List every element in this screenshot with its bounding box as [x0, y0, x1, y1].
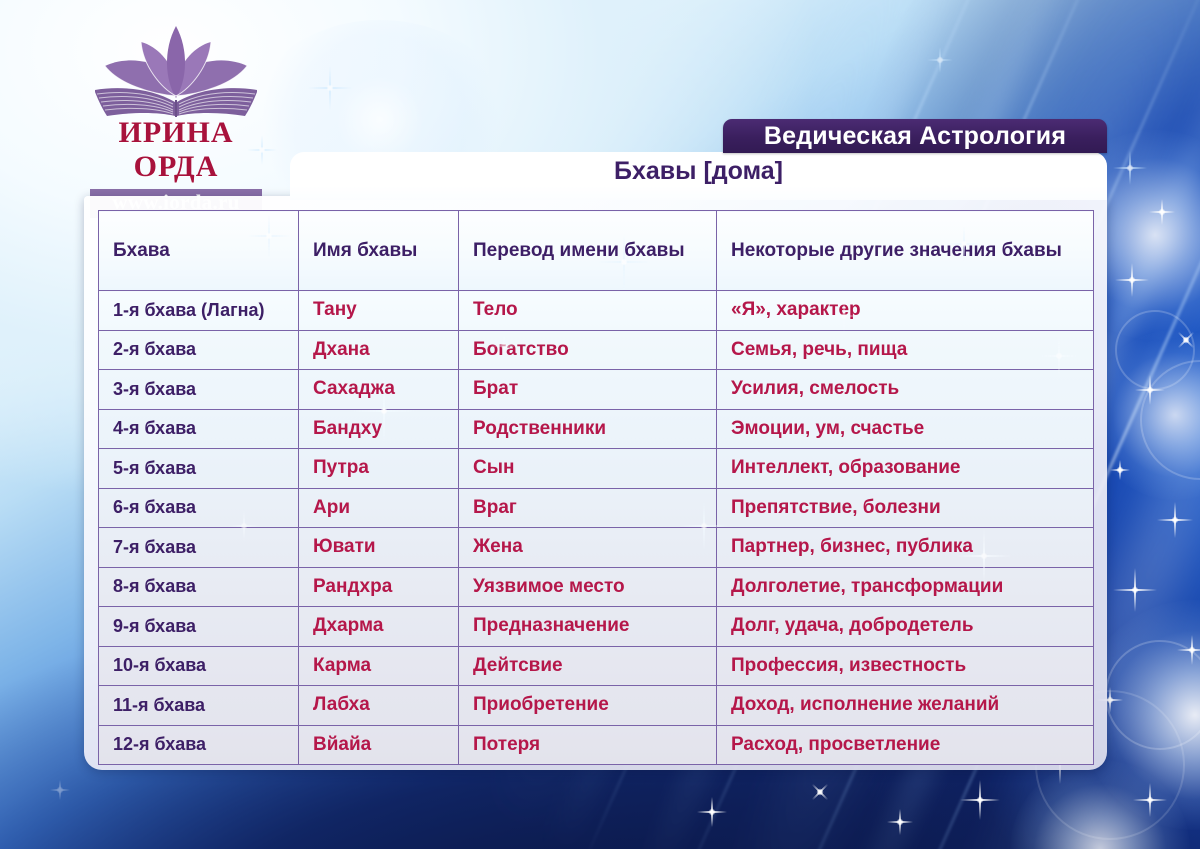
cell-bhava: 8-я бхава: [98, 566, 299, 607]
table-row: 11-я бхава Лабха Приобретение Доход, исп…: [98, 685, 1094, 726]
table-row: 12-я бхава Вйайа Потеря Расход, просветл…: [98, 724, 1094, 765]
cell-translation: Уязвимое место: [458, 566, 717, 607]
cell-name: Дхарма: [298, 606, 459, 647]
cell-name: Карма: [298, 645, 459, 686]
column-header-translation: Перевод имени бхавы: [458, 210, 717, 291]
brand-name: ИРИНА ОРДА: [118, 116, 234, 183]
cell-name: Бандху: [298, 408, 459, 449]
cell-name: Рандхра: [298, 566, 459, 607]
table-row: 2-я бхава Дхана Богатство Семья, речь, п…: [98, 329, 1094, 370]
cell-bhava: 1-я бхава (Лагна): [98, 290, 299, 331]
table-row: 9-я бхава Дхарма Предназначение Долг, уд…: [98, 606, 1094, 647]
table-body: 1-я бхава (Лагна) Тану Тело «Я», характе…: [98, 290, 1094, 765]
cell-meanings: Интеллект, образование: [716, 448, 1094, 489]
cell-meanings: Расход, просветление: [716, 724, 1094, 765]
sparkle-icon: [1097, 687, 1123, 713]
column-header-name: Имя бхавы: [298, 210, 459, 291]
table-row: 10-я бхава Карма Дейтсвие Профессия, изв…: [98, 645, 1094, 686]
cell-name: Вйайа: [298, 724, 459, 765]
table-row: 3-я бхава Сахаджа Брат Усилия, смелость: [98, 369, 1094, 410]
cell-translation: Предназначение: [458, 606, 717, 647]
sparkle-icon: [1149, 199, 1175, 225]
sparkle-icon: [1115, 263, 1149, 297]
cell-name: Ари: [298, 487, 459, 528]
category-badge: Ведическая Астрология: [723, 119, 1107, 153]
cell-meanings: Усилия, смелость: [716, 369, 1094, 410]
cell-name: Сахаджа: [298, 369, 459, 410]
table-header-row: Бхава Имя бхавы Перевод имени бхавы Неко…: [98, 210, 1094, 291]
cell-bhava: 11-я бхава: [98, 685, 299, 726]
cell-meanings: Долг, удача, добродетель: [716, 606, 1094, 647]
cell-translation: Сын: [458, 448, 717, 489]
column-header-bhava: Бхава: [98, 210, 299, 291]
column-header-meanings: Некоторые другие значения бхавы: [716, 210, 1094, 291]
cell-translation: Приобретение: [458, 685, 717, 726]
sparkle-icon: [50, 780, 70, 800]
sparkle-icon: [1133, 783, 1167, 817]
table-row: 5-я бхава Путра Сын Интеллект, образован…: [98, 448, 1094, 489]
page-title: Бхавы [дома]: [614, 157, 783, 185]
sparkle-icon: [308, 66, 352, 110]
cell-meanings: «Я», характер: [716, 290, 1094, 331]
bhava-table: Бхава Имя бхавы Перевод имени бхавы Неко…: [98, 210, 1094, 765]
cell-bhava: 4-я бхава: [98, 408, 299, 449]
cell-meanings: Доход, исполнение желаний: [716, 685, 1094, 726]
cell-translation: Брат: [458, 369, 717, 410]
cell-name: Дхана: [298, 329, 459, 370]
cell-translation: Враг: [458, 487, 717, 528]
sparkle-icon: [960, 780, 1000, 820]
table-row: 1-я бхава (Лагна) Тану Тело «Я», характе…: [98, 290, 1094, 331]
sparkle-icon: [1113, 568, 1157, 612]
sparkle-icon: [1177, 635, 1200, 665]
logo[interactable]: ИРИНА ОРДА www.iorda.ru: [76, 22, 276, 218]
table-row: 6-я бхава Ари Враг Препятствие, болезни: [98, 487, 1094, 528]
sparkle-icon: [1135, 375, 1165, 405]
sparkle-icon: [697, 797, 727, 827]
table-row: 7-я бхава Ювати Жена Партнер, бизнес, пу…: [98, 527, 1094, 568]
cell-name: Путра: [298, 448, 459, 489]
cell-meanings: Семья, речь, пища: [716, 329, 1094, 370]
cell-bhava: 12-я бхава: [98, 724, 299, 765]
cell-bhava: 5-я бхава: [98, 448, 299, 489]
cell-meanings: Партнер, бизнес, публика: [716, 527, 1094, 568]
content-panel: Бхава Имя бхавы Перевод имени бхавы Неко…: [84, 196, 1107, 770]
cell-name: Ювати: [298, 527, 459, 568]
sparkle-icon: [1113, 151, 1147, 185]
cell-translation: Потеря: [458, 724, 717, 765]
cell-bhava: 9-я бхава: [98, 606, 299, 647]
cell-translation: Жена: [458, 527, 717, 568]
sparkle-icon: [1157, 502, 1193, 538]
cell-translation: Дейтсвие: [458, 645, 717, 686]
sparkle-icon: [1110, 460, 1130, 480]
cell-bhava: 10-я бхава: [98, 645, 299, 686]
cell-bhava: 7-я бхава: [98, 527, 299, 568]
sparkle-icon: [927, 47, 953, 73]
sparkle-icon: [247, 135, 277, 165]
cell-meanings: Препятствие, болезни: [716, 487, 1094, 528]
table-row: 8-я бхава Рандхра Уязвимое место Долголе…: [98, 566, 1094, 607]
cell-meanings: Эмоции, ум, счастье: [716, 408, 1094, 449]
cell-bhava: 6-я бхава: [98, 487, 299, 528]
cell-bhava: 3-я бхава: [98, 369, 299, 410]
table-header: Бхава Имя бхавы Перевод имени бхавы Неко…: [98, 210, 1094, 291]
table-row: 4-я бхава Бандху Родственники Эмоции, ум…: [98, 408, 1094, 449]
cell-translation: Богатство: [458, 329, 717, 370]
title-strip: Бхавы [дома]: [290, 152, 1107, 200]
lotus-book-icon: [95, 26, 257, 117]
cell-bhava: 2-я бхава: [98, 329, 299, 370]
cell-meanings: Долголетие, трансформации: [716, 566, 1094, 607]
sparkle-icon: [887, 809, 913, 835]
cell-translation: Тело: [458, 290, 717, 331]
cell-translation: Родственники: [458, 408, 717, 449]
cell-name: Лабха: [298, 685, 459, 726]
cell-name: Тану: [298, 290, 459, 331]
cell-meanings: Профессия, известность: [716, 645, 1094, 686]
